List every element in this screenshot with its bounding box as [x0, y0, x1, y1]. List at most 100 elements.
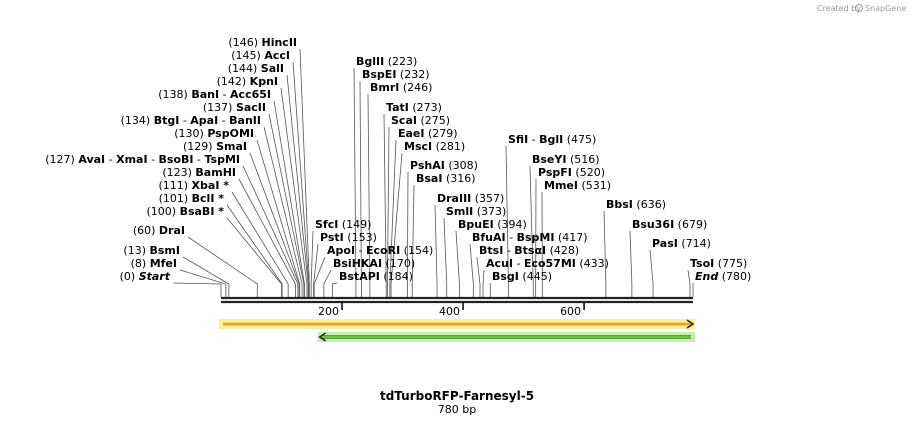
enzyme-name: PasI	[652, 237, 678, 250]
enzyme-name: BstAPI	[339, 270, 380, 283]
site-label-xbai[interactable]: (111) XbaI *	[158, 179, 229, 192]
site-label-scai[interactable]: ScaI (275)	[391, 114, 450, 127]
site-label-mfei[interactable]: (8) MfeI	[131, 257, 177, 270]
site-label-sfci[interactable]: SfcI (149)	[315, 218, 371, 231]
leader-btsi	[476, 256, 481, 297]
site-label-eaei[interactable]: EaeI (279)	[398, 127, 458, 140]
site-label-bsu36i[interactable]: Bsu36I (679)	[632, 218, 707, 231]
enzyme-name: Eco57MI	[524, 257, 576, 270]
site-label-end[interactable]: End (780)	[695, 270, 751, 283]
site-label-btsi[interactable]: BtsI - BtsαI (428)	[479, 244, 579, 257]
site-leaders	[172, 48, 694, 297]
site-position: -	[219, 88, 230, 101]
site-label-acui[interactable]: AcuI - Eco57MI (433)	[486, 257, 609, 270]
site-label-bcli[interactable]: (101) BclI *	[159, 192, 225, 205]
enzyme-name: EaeI	[398, 127, 425, 140]
site-position: (101)	[159, 192, 192, 205]
enzyme-name: BmrI	[370, 81, 399, 94]
site-position: (279)	[425, 127, 458, 140]
site-position: (445)	[519, 270, 552, 283]
site-label-sali[interactable]: (144) SalI	[228, 62, 284, 75]
site-label-bsabi[interactable]: (100) BsaBI *	[147, 205, 225, 218]
site-position: (516)	[566, 153, 599, 166]
site-position: (357)	[471, 192, 504, 205]
enzyme-name: BamHI	[195, 166, 236, 179]
leader-smai	[249, 152, 300, 297]
site-label-hincii[interactable]: (146) HincII	[228, 36, 297, 49]
site-position: (134)	[121, 114, 154, 127]
leader-bsabi	[226, 217, 282, 297]
site-position: (127)	[45, 153, 78, 166]
leader-bbsi	[603, 210, 607, 297]
credit-created-by: Created by	[817, 4, 861, 13]
site-label-bglii[interactable]: BglII (223)	[356, 55, 417, 68]
site-label-psti[interactable]: PstI (153)	[320, 231, 377, 244]
site-label-pspfi[interactable]: PspFI (520)	[538, 166, 605, 179]
site-label-start[interactable]: (0) Start	[120, 270, 171, 283]
site-label-apoi[interactable]: ApoI - EcoRI (154)	[327, 244, 433, 257]
leader-avai	[242, 165, 299, 297]
orf-reverse-arrow[interactable]	[317, 332, 695, 342]
site-position: (394)	[494, 218, 527, 231]
site-position: (144)	[228, 62, 261, 75]
site-label-smai[interactable]: (129) SmaI	[183, 140, 247, 153]
site-label-saci[interactable]: (137) SacII	[203, 101, 266, 114]
site-label-mmei[interactable]: MmeI (531)	[544, 179, 611, 192]
site-label-msci[interactable]: MscI (281)	[404, 140, 465, 153]
site-label-drai[interactable]: (60) DraI	[133, 224, 185, 237]
site-label-pshai[interactable]: PshAI (308)	[410, 159, 478, 172]
site-position: (636)	[633, 198, 666, 211]
site-label-avai[interactable]: (127) AvaI - XmaI - BsoBI - TspMI	[45, 153, 240, 166]
site-label-pasi[interactable]: PasI (714)	[652, 237, 711, 250]
site-label-tati[interactable]: TatI (273)	[386, 101, 442, 114]
site-label-acci[interactable]: (145) AccI	[231, 49, 290, 62]
site-label-tsoi[interactable]: TsoI (775)	[690, 257, 747, 270]
enzyme-name: BsmI	[150, 244, 181, 257]
site-label-smli[interactable]: SmlI (373)	[446, 205, 506, 218]
site-label-bmri[interactable]: BmrI (246)	[370, 81, 432, 94]
enzyme-name: BanII	[229, 114, 261, 127]
site-label-bsihkai[interactable]: BsiHKAI (170)	[333, 257, 415, 270]
site-label-sfii[interactable]: SfiI - BglI (475)	[508, 133, 596, 146]
leader-bfuai	[469, 243, 474, 297]
site-position: (0)	[120, 270, 139, 283]
site-position: -	[194, 153, 205, 166]
site-label-btgi[interactable]: (134) BtgI - ApaI - BanII	[121, 114, 261, 127]
site-label-bbsi[interactable]: BbsI (636)	[606, 198, 666, 211]
site-label-bsgi[interactable]: BsgI (445)	[492, 270, 552, 283]
site-position: (129)	[183, 140, 216, 153]
enzyme-name: SfiI	[508, 133, 528, 146]
enzyme-name: PstI	[320, 231, 344, 244]
leader-bglii	[353, 67, 357, 297]
leader-apoi	[313, 256, 326, 297]
site-label-bamhi[interactable]: (123) BamHI	[162, 166, 236, 179]
site-label-bseyi[interactable]: BseYI (516)	[532, 153, 600, 166]
site-label-bfuai[interactable]: BfuAI - BspMI (417)	[472, 231, 588, 244]
site-label-bsmi[interactable]: (13) BsmI	[123, 244, 180, 257]
site-label-bani[interactable]: (138) BanI - Acc65I	[158, 88, 271, 101]
site-label-bstapi[interactable]: BstAPI (184)	[339, 270, 413, 283]
site-position: (149)	[338, 218, 371, 231]
leader-bcli	[226, 204, 283, 297]
site-label-draiii[interactable]: DraIII (357)	[437, 192, 504, 205]
leader-bspei	[359, 80, 362, 297]
leader-psti	[313, 243, 319, 297]
enzyme-name: BsiHKAI	[333, 257, 382, 270]
site-label-bsai[interactable]: BsaI (316)	[416, 172, 476, 185]
site-label-bpuei[interactable]: BpuEI (394)	[458, 218, 527, 231]
site-label-kpni[interactable]: (142) KpnI	[217, 75, 278, 88]
site-label-bspei[interactable]: BspEI (232)	[362, 68, 430, 81]
orf-forward-head	[686, 319, 695, 329]
enzyme-name: MscI	[404, 140, 432, 153]
enzyme-name: TspMI	[204, 153, 240, 166]
site-position: (308)	[445, 159, 478, 172]
enzyme-name: BsaBI *	[180, 205, 225, 218]
orf-forward-arrow[interactable]	[219, 319, 695, 329]
enzyme-name: SalI	[261, 62, 284, 75]
site-position: (146)	[228, 36, 261, 49]
site-position: (232)	[396, 68, 429, 81]
site-label-pspomi[interactable]: (130) PspOMI	[174, 127, 254, 140]
ruler-tick-label: 400	[439, 305, 460, 318]
enzyme-name: ApaI	[190, 114, 218, 127]
site-position: -	[179, 114, 190, 127]
